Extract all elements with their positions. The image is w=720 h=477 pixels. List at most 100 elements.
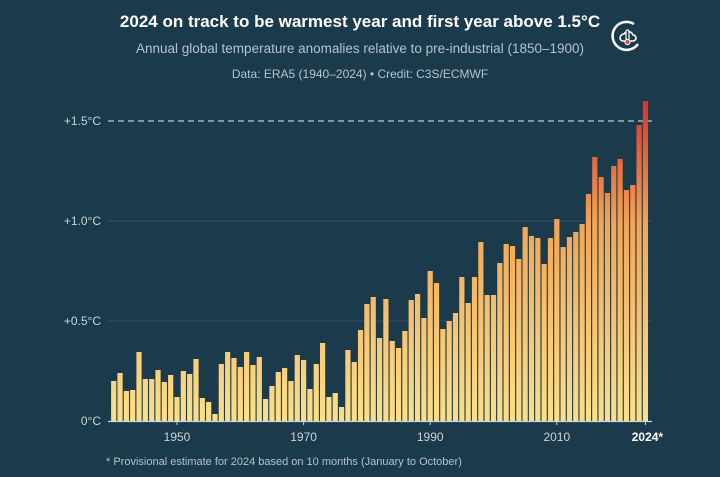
x-tick-label: 2010 — [543, 430, 570, 444]
bar-1968 — [288, 381, 294, 421]
bar-2024 — [642, 101, 649, 421]
bar-1994 — [452, 313, 459, 421]
bar-1943 — [130, 390, 136, 421]
bar-1945 — [142, 379, 148, 421]
bar-1961 — [244, 352, 250, 421]
bar-2013 — [573, 232, 579, 421]
bar-1942 — [123, 391, 129, 421]
bar-2009 — [547, 238, 554, 421]
bar-2008 — [541, 264, 547, 421]
bar-1971 — [307, 389, 313, 421]
bar-1975 — [332, 393, 338, 421]
bar-2001 — [497, 263, 503, 421]
bar-1985 — [395, 348, 402, 421]
bar-1991 — [433, 283, 440, 421]
bar-1981 — [370, 297, 376, 421]
footnote: * Provisional estimate for 2024 based on… — [106, 456, 462, 468]
bar-1963 — [256, 357, 262, 421]
bar-1999 — [484, 295, 490, 421]
bar-1944 — [136, 352, 142, 421]
bar-1972 — [313, 364, 319, 421]
bar-1986 — [402, 331, 408, 421]
bar-2017 — [598, 177, 604, 421]
bar-1995 — [459, 277, 465, 421]
x-tick-label: 2024* — [632, 430, 664, 444]
bar-1993 — [446, 321, 452, 421]
bar-2003 — [509, 246, 516, 421]
bar-2010 — [554, 219, 560, 421]
bar-1969 — [294, 355, 300, 421]
bar-1983 — [383, 299, 389, 421]
bar-1948 — [161, 382, 167, 421]
bar-1955 — [206, 402, 212, 421]
bar-1946 — [149, 379, 155, 421]
bar-2021 — [623, 190, 630, 421]
bar-1974 — [326, 397, 332, 421]
bar-1980 — [364, 304, 370, 421]
x-tick-label: 1970 — [290, 430, 317, 444]
bar-2012 — [566, 237, 573, 421]
bar-1965 — [269, 386, 275, 421]
bar-2019 — [611, 166, 617, 421]
bar-2014 — [579, 224, 585, 421]
bar-2004 — [516, 259, 522, 421]
y-tick-label: +1.5°C — [64, 114, 101, 128]
bar-1954 — [199, 398, 205, 421]
x-tick-label: 1950 — [164, 430, 191, 444]
bar-2015 — [585, 194, 592, 421]
bar-1978 — [351, 362, 357, 421]
bar-1990 — [427, 271, 433, 421]
bar-1979 — [357, 330, 364, 421]
bar-1977 — [345, 350, 351, 421]
thermometer-logo-icon — [608, 18, 644, 54]
chart-source: Data: ERA5 (1940–2024) • Credit: C3S/ECM… — [231, 67, 489, 81]
bar-1982 — [376, 338, 383, 421]
bar-1964 — [263, 399, 269, 421]
bar-2011 — [560, 247, 566, 421]
bar-1998 — [478, 242, 484, 421]
bar-2023 — [636, 125, 642, 421]
bar-1957 — [218, 364, 224, 421]
bar-1973 — [319, 343, 326, 421]
bar-1959 — [231, 358, 237, 421]
bar-1970 — [301, 360, 307, 421]
bar-1984 — [389, 341, 395, 421]
bar-2022 — [630, 185, 636, 421]
bar-1956 — [212, 414, 218, 421]
bar-2002 — [503, 244, 509, 421]
bar-1988 — [414, 294, 421, 421]
bar-2006 — [528, 236, 535, 421]
bar-2005 — [522, 227, 528, 421]
bar-1960 — [237, 367, 243, 421]
bar-1967 — [282, 368, 288, 421]
bar-1953 — [193, 359, 199, 421]
bar-1958 — [225, 352, 231, 421]
bar-1987 — [408, 300, 414, 421]
bar-1997 — [471, 277, 478, 421]
bar-1976 — [338, 407, 345, 421]
chart-subtitle: Annual global temperature anomalies rela… — [135, 41, 585, 56]
bar-1940 — [111, 381, 117, 421]
bar-2000 — [490, 295, 497, 421]
x-tick-label: 1990 — [417, 430, 444, 444]
y-tick-label: +1.0°C — [64, 214, 101, 228]
bar-1996 — [465, 303, 471, 421]
y-tick-label: 0°C — [81, 414, 101, 428]
bar-1947 — [155, 370, 161, 421]
bar-2007 — [535, 238, 541, 421]
bar-1966 — [275, 372, 281, 421]
bar-1952 — [187, 374, 193, 421]
y-tick-label: +0.5°C — [64, 314, 101, 328]
bar-2018 — [604, 193, 611, 421]
bar-1962 — [250, 365, 256, 421]
bar-1950 — [174, 397, 180, 421]
bar-1949 — [168, 375, 174, 421]
bar-1941 — [117, 373, 123, 421]
bar-1989 — [421, 318, 427, 421]
bar-2016 — [592, 157, 598, 421]
bar-1951 — [180, 371, 186, 421]
bar-2020 — [617, 159, 623, 421]
bar-1992 — [440, 329, 446, 421]
chart-title: 2024 on track to be warmest year and fir… — [119, 12, 601, 31]
